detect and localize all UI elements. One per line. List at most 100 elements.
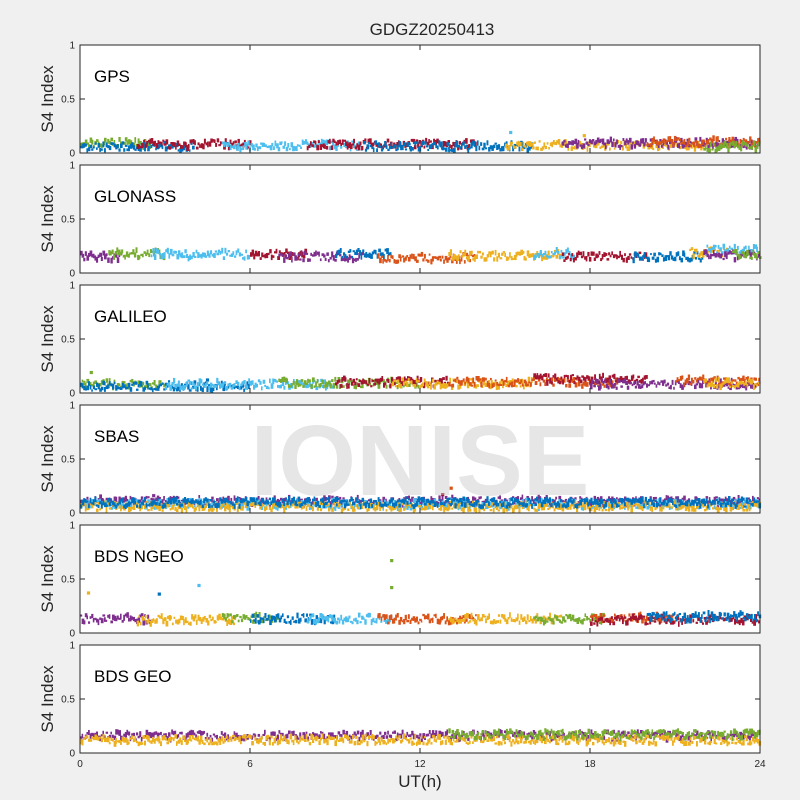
band-mark	[128, 499, 131, 503]
band-mark	[153, 499, 156, 505]
band-mark	[384, 501, 387, 507]
band-mark	[732, 501, 736, 505]
band-mark	[86, 385, 89, 391]
band-mark	[199, 144, 201, 148]
band-mark	[740, 384, 743, 387]
band-mark	[560, 249, 563, 253]
band-mark	[417, 253, 421, 257]
band-mark	[180, 501, 184, 505]
band-mark	[520, 249, 523, 255]
band-mark	[252, 144, 255, 151]
band-mark	[622, 498, 625, 503]
band-mark	[83, 385, 86, 391]
band-mark	[609, 504, 613, 510]
band-mark	[649, 497, 652, 501]
band-mark	[473, 502, 476, 507]
band-mark	[518, 379, 521, 384]
band-mark	[640, 257, 643, 261]
band-mark	[372, 147, 375, 153]
band-mark	[540, 147, 543, 151]
band-mark	[291, 616, 294, 620]
band-mark	[504, 252, 506, 258]
band-mark	[534, 253, 537, 256]
band-mark	[211, 253, 214, 257]
band-mark	[348, 499, 351, 502]
band-mark	[359, 385, 363, 389]
band-mark	[457, 144, 460, 148]
band-mark	[624, 502, 626, 507]
band-mark	[105, 142, 108, 148]
band-mark	[642, 381, 645, 386]
band-mark	[553, 140, 555, 145]
band-mark	[412, 616, 416, 621]
band-mark	[699, 503, 702, 509]
band-mark	[601, 508, 604, 512]
band-mark	[616, 139, 618, 145]
band-mark	[668, 386, 671, 389]
band-mark	[465, 502, 469, 508]
band-mark	[565, 383, 568, 388]
band-mark	[409, 254, 412, 259]
band-mark	[483, 377, 486, 381]
band-mark	[180, 508, 184, 513]
band-mark	[318, 251, 320, 257]
band-mark	[578, 617, 581, 622]
band-mark	[752, 495, 754, 502]
band-mark	[352, 506, 355, 512]
band-mark	[94, 496, 97, 502]
band-mark	[234, 255, 237, 258]
band-mark	[700, 383, 704, 389]
band-mark	[123, 381, 126, 384]
band-mark	[376, 378, 379, 384]
band-mark	[623, 378, 627, 384]
band-mark	[682, 250, 685, 257]
band-mark	[698, 252, 701, 258]
band-mark	[193, 380, 197, 385]
band-mark	[666, 382, 670, 386]
band-mark	[382, 505, 384, 511]
band-mark	[278, 617, 282, 623]
band-mark	[600, 138, 602, 143]
band-mark	[494, 620, 497, 624]
band-mark	[673, 501, 676, 505]
band-mark	[582, 143, 585, 149]
band-mark	[311, 142, 314, 146]
band-mark	[529, 382, 532, 387]
band-mark	[734, 618, 737, 625]
band-mark	[667, 498, 670, 504]
band-mark	[173, 142, 176, 147]
band-mark	[672, 142, 675, 148]
band-mark	[497, 384, 500, 390]
band-mark	[713, 500, 716, 505]
band-mark	[475, 254, 478, 259]
band-mark	[218, 144, 221, 147]
band-mark	[531, 503, 533, 509]
band-mark	[152, 732, 155, 738]
band-mark	[291, 385, 294, 389]
band-mark	[308, 379, 311, 383]
band-mark	[219, 497, 222, 501]
band-mark	[681, 375, 684, 380]
band-mark	[396, 613, 399, 618]
band-mark	[677, 251, 680, 256]
band-mark	[220, 500, 224, 504]
band-mark	[457, 502, 460, 507]
band-mark	[625, 380, 628, 385]
band-mark	[519, 142, 522, 147]
band-mark	[737, 376, 740, 380]
band-mark	[174, 496, 177, 503]
band-mark	[200, 253, 203, 259]
band-mark	[617, 502, 620, 505]
band-mark	[433, 501, 437, 507]
band-mark	[572, 498, 575, 503]
band-mark	[512, 619, 515, 622]
band-mark	[654, 141, 658, 144]
band-mark	[483, 502, 486, 506]
band-mark	[652, 379, 655, 382]
band-mark	[294, 255, 297, 261]
band-mark	[229, 144, 232, 151]
band-mark	[181, 385, 183, 390]
band-mark	[230, 504, 233, 508]
band-mark	[633, 616, 636, 621]
band-mark	[137, 617, 141, 623]
